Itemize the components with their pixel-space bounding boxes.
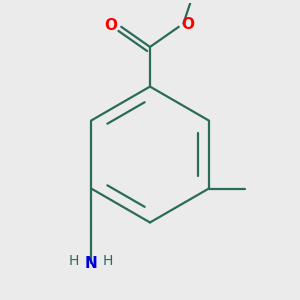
- Text: N: N: [85, 256, 98, 271]
- Text: O: O: [104, 18, 118, 33]
- Text: H: H: [103, 254, 113, 268]
- Text: H: H: [69, 254, 80, 268]
- Text: O: O: [181, 16, 194, 32]
